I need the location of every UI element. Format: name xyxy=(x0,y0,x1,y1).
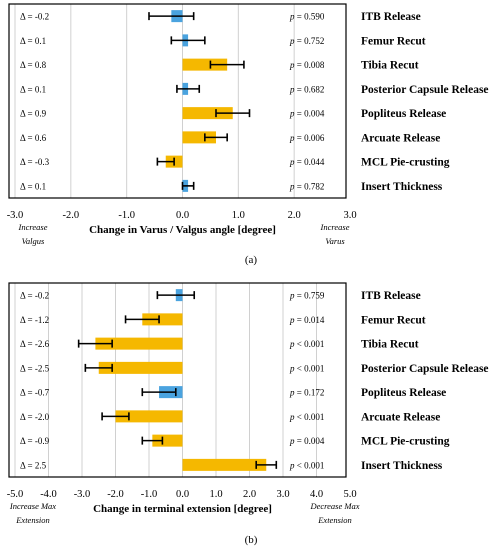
panel-a-tick-label: 2.0 xyxy=(288,210,301,221)
panel-b-delta-label: Δ = 2.5 xyxy=(20,460,47,470)
panel-b-delta-label: Δ = -0.7 xyxy=(20,388,50,398)
panel-a-p-value: p = 0.006 xyxy=(289,133,325,143)
panel-a-tick-label: -2.0 xyxy=(63,210,80,221)
panel-a-category-label: Femur Recut xyxy=(361,35,426,47)
panel-a-p-value: p = 0.682 xyxy=(289,84,324,94)
panel-b-delta-label: Δ = -0.9 xyxy=(20,436,50,446)
panel-b-p-value: p = 0.004 xyxy=(289,436,325,446)
panel-a-x-axis-label: Change in Varus / Valgus angle [degree] xyxy=(89,224,276,236)
panel-a-bar xyxy=(182,107,233,120)
panel-a-tick-label: 0.0 xyxy=(176,210,189,221)
panel-b-bar xyxy=(115,410,183,423)
panel-a-delta-label: Δ = 0.6 xyxy=(20,133,47,143)
panel-a-delta-label: Δ = 0.1 xyxy=(20,36,46,46)
panel-b-category-label: Popliteus Release xyxy=(361,387,446,399)
panel-b-tick-label: -5.0 xyxy=(7,489,24,500)
panel-a-panel-label: (a) xyxy=(245,254,258,266)
panel-a-right-note: Varus xyxy=(325,236,345,246)
panel-a-delta-label: Δ = 0.1 xyxy=(20,181,46,191)
panel-a-delta-label: Δ = -0.2 xyxy=(20,12,49,22)
panel-b-category-label: Insert Thickness xyxy=(361,460,443,472)
panel-a-category-label: Popliteus Release xyxy=(361,108,446,120)
panel-b-category-label: ITB Release xyxy=(361,290,421,302)
panel-b-tick-label: 1.0 xyxy=(209,489,222,500)
panel-b-tick-label: -3.0 xyxy=(74,489,91,500)
panel-b-tick-label: -2.0 xyxy=(107,489,124,500)
panel-a-delta-label: Δ = -0.3 xyxy=(20,157,50,167)
panel-a-p-value: p = 0.782 xyxy=(289,181,324,191)
panel-a-category-label: Tibia Recut xyxy=(361,60,419,72)
panel-b-bar xyxy=(182,458,267,471)
panel-b-panel-label: (b) xyxy=(245,534,258,546)
panel-b-bar xyxy=(98,361,183,374)
panel-a-category-label: Arcuate Release xyxy=(361,132,440,144)
panel-b-p-value: p < 0.001 xyxy=(289,412,324,422)
panel-a-delta-label: Δ = 0.9 xyxy=(20,109,47,119)
panel-b-left-note: Increase Max xyxy=(9,501,56,511)
panel-b-p-value: p = 0.172 xyxy=(289,388,324,398)
panel-a-p-value: p = 0.004 xyxy=(289,109,325,119)
panel-b-right-note: Extension xyxy=(317,515,352,525)
panel-a-category-label: ITB Release xyxy=(361,11,421,23)
panel-b-p-value: p < 0.001 xyxy=(289,460,324,470)
panel-b-p-value: p = 0.014 xyxy=(289,315,325,325)
panel-b-tick-label: 0.0 xyxy=(176,489,189,500)
panel-b-category-label: Tibia Recut xyxy=(361,339,419,351)
panel-b-tick-label: 4.0 xyxy=(310,489,323,500)
panel-b-delta-label: Δ = -2.0 xyxy=(20,412,50,422)
panel-b-category-label: Arcuate Release xyxy=(361,411,440,423)
panel-a-tick-label: 3.0 xyxy=(343,210,356,221)
panel-b-p-value: p < 0.001 xyxy=(289,363,324,373)
panel-b-tick-label: 3.0 xyxy=(276,489,289,500)
panel-a-plot-frame xyxy=(8,3,347,199)
panel-b-delta-label: Δ = -0.2 xyxy=(20,291,49,301)
panel-a-delta-label: Δ = 0.1 xyxy=(20,84,46,94)
panel-a-bar xyxy=(182,131,216,144)
panel-b-bar xyxy=(95,337,183,350)
panel-a-category-label: Posterior Capsule Release xyxy=(361,84,489,96)
panel-b-delta-label: Δ = -1.2 xyxy=(20,315,49,325)
panel-b-tick-label: 2.0 xyxy=(243,489,256,500)
panel-b-x-axis-label: Change in terminal extension [degree] xyxy=(93,503,272,515)
panel-b-tick-label: -1.0 xyxy=(141,489,158,500)
panel-a-bar xyxy=(182,58,228,71)
panel-b-bar xyxy=(152,434,183,447)
panel-a-left-note: Valgus xyxy=(22,236,45,246)
panel-a-tick-label: -3.0 xyxy=(7,210,24,221)
panel-b-right-note: Decrease Max xyxy=(309,501,359,511)
panel-b-p-value: p = 0.759 xyxy=(289,291,325,301)
panel-b-delta-label: Δ = -2.5 xyxy=(20,363,50,373)
panel-a-category-label: MCL Pie-crusting xyxy=(361,157,450,169)
panel-b-p-value: p < 0.001 xyxy=(289,339,324,349)
panel-a-p-value: p = 0.008 xyxy=(289,60,325,70)
panel-a-category-label: Insert Thickness xyxy=(361,181,443,193)
panel-b-tick-label: 5.0 xyxy=(343,489,356,500)
panel-b-category-label: Femur Recut xyxy=(361,314,426,326)
panel-a-tick-label: 1.0 xyxy=(232,210,245,221)
panel-b-left-note: Extension xyxy=(15,515,50,525)
panel-b-category-label: MCL Pie-crusting xyxy=(361,436,450,448)
panel-b-tick-label: -4.0 xyxy=(40,489,57,500)
panel-a-left-note: Increase xyxy=(18,222,48,232)
panel-b-plot-frame xyxy=(8,282,347,478)
panel-a-delta-label: Δ = 0.8 xyxy=(20,60,47,70)
panel-a-p-value: p = 0.590 xyxy=(289,12,325,22)
panel-b-category-label: Posterior Capsule Release xyxy=(361,363,489,375)
panel-a-p-value: p = 0.752 xyxy=(289,36,324,46)
panel-a-right-note: Increase xyxy=(320,222,350,232)
panel-a-tick-label: -1.0 xyxy=(118,210,135,221)
panel-b-bar xyxy=(142,313,183,326)
panel-a-p-value: p = 0.044 xyxy=(289,157,325,167)
panel-b-delta-label: Δ = -2.6 xyxy=(20,339,50,349)
